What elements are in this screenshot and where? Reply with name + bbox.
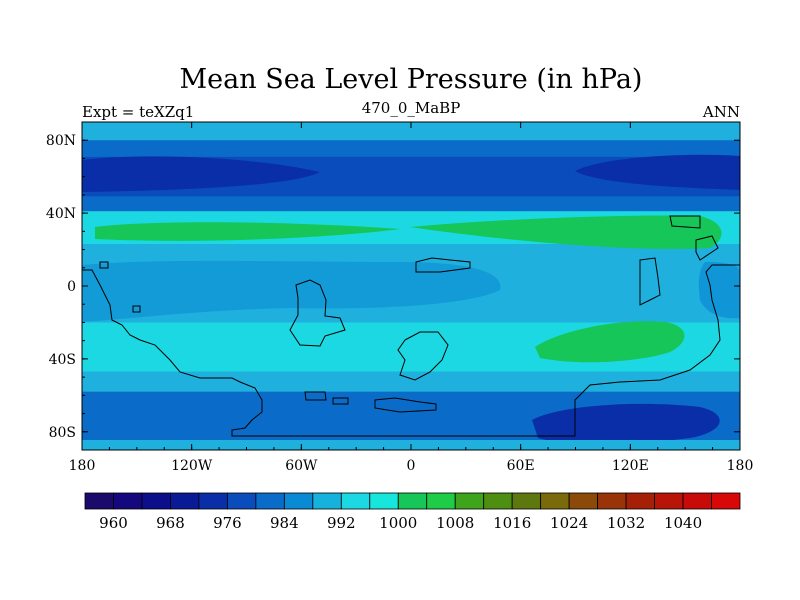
colorbar-swatch	[454, 492, 485, 510]
colorbar-swatch	[226, 492, 257, 510]
colorbar-swatch	[369, 492, 399, 510]
colorbar-label: 976	[213, 514, 242, 532]
y-axis: 80N 40N 0 40S 80S	[46, 121, 740, 451]
x-tick-label: 180	[69, 458, 96, 474]
colorbar-label: 1016	[493, 514, 531, 532]
north-low-west	[82, 156, 320, 192]
subtitle-center: 470_0_MaBP	[362, 99, 461, 117]
y-tick-label: 80N	[46, 133, 76, 149]
subtitle-left: Expt = teXZq1	[82, 103, 194, 121]
colorbar-swatch	[312, 492, 342, 510]
coastline-europe-asia	[415, 257, 471, 273]
y-tick-label: 0	[67, 279, 76, 295]
coastline-antarctic-a	[374, 397, 437, 413]
north-polar-band	[82, 122, 740, 136]
colorbar-swatch	[113, 492, 143, 510]
colorbar-swatch	[340, 492, 371, 510]
band-south-mid	[82, 371, 740, 392]
band-north-subpolar-low	[82, 140, 740, 157]
coastline-antarctic-b	[304, 391, 327, 401]
colorbar-swatch	[141, 492, 171, 510]
colorbar-swatch	[654, 492, 684, 510]
colorbar-swatch	[511, 492, 542, 510]
colorbar-label: 1008	[436, 514, 474, 532]
colorbar-swatch	[711, 492, 741, 510]
colorbar-swatch	[568, 492, 599, 510]
colorbar-swatch	[198, 492, 228, 510]
x-tick-label: 60E	[507, 458, 535, 474]
colorbar-label: 968	[156, 514, 185, 532]
colorbar-swatch	[483, 492, 513, 510]
colorbar-label: 1032	[607, 514, 645, 532]
north-green-high-east	[410, 215, 722, 249]
coastline-south-america	[289, 279, 346, 347]
coastline-east-asia	[639, 257, 661, 306]
y-tick-label: 40N	[46, 206, 76, 222]
colorbar-swatch	[84, 492, 114, 510]
south-green-high	[535, 321, 685, 363]
colorbar: 960 968 976 984 992 1000 1008 1016 1024 1032 1040	[84, 492, 741, 532]
band-north-mid-high	[82, 196, 740, 212]
x-axis: 180 120W 60W 0 60E 120E 180	[69, 122, 754, 474]
tropic-cyan-west	[82, 260, 501, 322]
colorbar-swatch	[625, 492, 655, 510]
north-low-east	[575, 154, 740, 190]
colorbar-label: 992	[327, 514, 356, 532]
coastline-americas	[82, 264, 740, 437]
coastline-island-b	[132, 305, 141, 313]
x-tick-label: 60W	[285, 458, 318, 474]
x-tick-label: 120E	[612, 458, 649, 474]
coastline-japan	[669, 215, 701, 229]
colorbar-swatch	[255, 492, 285, 510]
colorbar-label: 1000	[379, 514, 417, 532]
y-tick-label: 80S	[49, 425, 76, 441]
coastline-pacific-east	[695, 235, 719, 261]
colorbar-swatch	[397, 492, 428, 510]
colorbar-label: 984	[270, 514, 299, 532]
coastline-island-a	[99, 261, 109, 269]
colorbar-swatch	[170, 492, 200, 510]
north-green-high-west	[95, 222, 400, 241]
colorbar-label: 1040	[664, 514, 702, 532]
subtitle-right: ANN	[702, 103, 740, 121]
coastlines	[82, 215, 740, 437]
colorbar-swatch	[540, 492, 570, 510]
colorbar-swatch	[426, 492, 456, 510]
chart-title: Mean Sea Level Pressure (in hPa)	[180, 64, 643, 95]
colorbar-swatch	[682, 492, 712, 510]
colorbar-label: 1024	[550, 514, 588, 532]
south-low	[532, 403, 720, 444]
coastline-africa	[397, 331, 449, 381]
tropic-cyan-east	[698, 262, 740, 319]
x-tick-label: 120W	[171, 458, 213, 474]
plot-area	[82, 122, 740, 450]
colorbar-swatch	[283, 492, 314, 510]
x-tick-label: 180	[727, 458, 754, 474]
y-tick-label: 40S	[49, 352, 76, 368]
coastline-antarctic-c	[332, 397, 349, 405]
x-tick-label: 0	[407, 458, 416, 474]
colorbar-swatch	[597, 492, 627, 510]
colorbar-label: 960	[99, 514, 128, 532]
